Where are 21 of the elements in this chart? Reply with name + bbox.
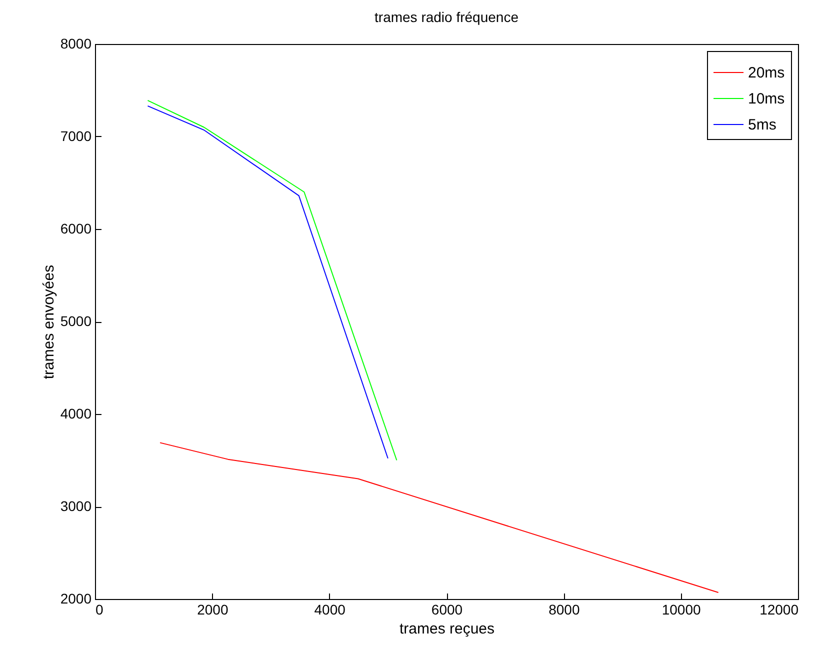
- chart-title: trames radio fréquence: [374, 9, 519, 25]
- x-tick-label: 6000: [431, 602, 463, 618]
- x-tick-label: 0: [96, 602, 104, 618]
- x-axis-title: trames reçues: [399, 620, 495, 638]
- y-tick-label: 8000: [60, 36, 92, 52]
- y-axis-title: trames envoyées: [40, 264, 58, 380]
- y-tick-label: 7000: [60, 128, 92, 144]
- y-tick-label: 3000: [60, 498, 92, 514]
- x-tick-label: 10000: [662, 602, 702, 618]
- x-tick-label: 8000: [548, 602, 580, 618]
- x-tick-label: 4000: [314, 602, 346, 618]
- legend-label: 5ms: [748, 116, 776, 134]
- legend-label: 20ms: [748, 64, 785, 82]
- legend-label: 10ms: [748, 90, 785, 108]
- x-tick-label: 2000: [197, 602, 228, 618]
- y-tick-label: 6000: [60, 220, 92, 236]
- x-tick-label: 12000: [760, 602, 799, 618]
- y-tick-label: 5000: [60, 313, 92, 329]
- line-series: [160, 442, 719, 594]
- y-tick-label: 2000: [60, 590, 92, 606]
- y-tick-label: 4000: [60, 406, 92, 422]
